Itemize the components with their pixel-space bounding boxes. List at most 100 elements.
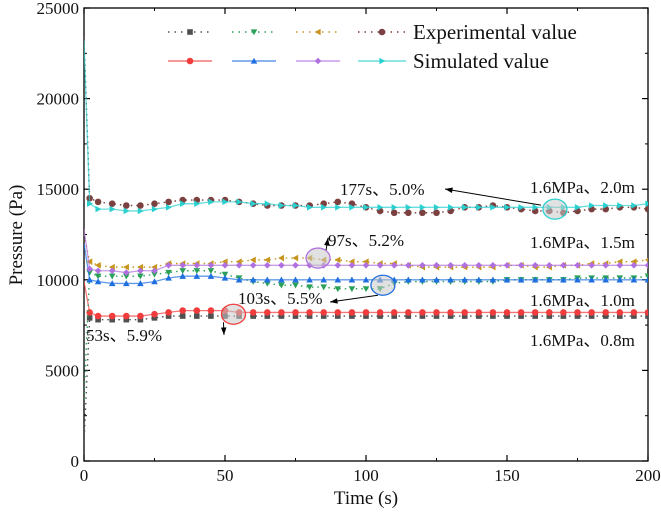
data-point (602, 313, 609, 319)
data-point (349, 313, 355, 319)
data-point (363, 204, 370, 211)
data-point (476, 313, 482, 319)
data-point (574, 276, 581, 283)
data-point (517, 276, 525, 283)
data-point (208, 198, 215, 206)
data-point (462, 204, 468, 211)
data-point (603, 202, 609, 209)
data-point (108, 312, 116, 320)
axes: 0 50 100 150 200 0 5000 10000 15000 20000 25000 (37, 0, 661, 485)
legend-marker (378, 28, 386, 36)
data-point (94, 273, 102, 280)
data-point (447, 262, 454, 269)
legend-label: Experimental value (413, 20, 577, 44)
data-point (151, 267, 158, 275)
data-point (334, 309, 342, 316)
data-point (644, 262, 648, 269)
arrow-head-icon (445, 187, 453, 193)
data-point (531, 309, 539, 316)
data-point (490, 313, 496, 319)
data-point (475, 276, 483, 283)
data-point (278, 309, 285, 316)
data-point (335, 313, 341, 319)
data-point (250, 313, 256, 319)
data-point (207, 307, 215, 314)
data-point (278, 262, 285, 269)
data-point (292, 254, 299, 262)
data-point (433, 204, 440, 211)
data-point (306, 204, 313, 211)
data-point (348, 276, 356, 283)
data-point (165, 198, 172, 206)
data-point (461, 276, 468, 283)
data-point (476, 204, 483, 211)
data-point (94, 198, 102, 206)
legend-marker (250, 57, 258, 64)
data-point (489, 309, 497, 316)
data-point (292, 262, 299, 269)
data-point (194, 313, 200, 319)
legend-marker (186, 57, 194, 65)
data-point (489, 276, 497, 283)
data-point (391, 313, 397, 319)
data-point (405, 204, 412, 211)
data-point (208, 313, 214, 319)
data-point (546, 262, 553, 269)
annotation-label: 103s、5.5% (238, 289, 323, 308)
data-point (123, 269, 130, 276)
data-point (588, 202, 595, 209)
data-point (531, 276, 539, 283)
data-point (644, 258, 648, 262)
data-point (518, 313, 524, 319)
x-tick-label: 200 (635, 466, 661, 485)
data-point (504, 313, 510, 319)
data-point (292, 282, 299, 289)
data-point (377, 204, 384, 211)
data-point (221, 262, 229, 269)
data-point (433, 313, 440, 319)
data-point (390, 309, 398, 316)
data-point (123, 207, 130, 215)
data-point (419, 313, 426, 319)
data-point (264, 309, 271, 316)
data-point (531, 262, 539, 269)
data-point (264, 313, 271, 319)
data-point (405, 262, 412, 269)
data-point (221, 274, 229, 281)
data-point (546, 313, 553, 319)
data-point (419, 209, 426, 217)
data-point (123, 263, 129, 271)
data-point (376, 262, 384, 269)
data-point (193, 307, 201, 314)
data-point (334, 198, 342, 206)
x-tick-label: 100 (353, 466, 379, 485)
data-point (165, 309, 172, 316)
condition-label: 1.6MPa、0.8m (530, 331, 635, 350)
data-point (574, 262, 581, 269)
data-point (433, 276, 440, 283)
y-tick-label: 10000 (37, 271, 80, 290)
data-point (461, 313, 468, 319)
data-point (616, 309, 624, 316)
data-point (194, 200, 201, 207)
data-point (644, 276, 648, 283)
data-point (222, 198, 229, 206)
highlight-ellipse (542, 198, 568, 220)
x-axis-title: Time (s) (334, 488, 398, 509)
data-point (631, 202, 638, 209)
data-point (560, 313, 567, 319)
data-point (447, 313, 454, 319)
data-point (250, 200, 257, 207)
annotation-label: 53s、5.9% (86, 326, 162, 345)
data-point (292, 313, 299, 319)
data-point (321, 204, 327, 211)
legend-marker (314, 57, 322, 65)
data-point (320, 276, 327, 283)
data-point (574, 313, 581, 319)
data-point (165, 274, 172, 281)
data-point (320, 284, 327, 291)
data-point (320, 313, 327, 319)
data-point (278, 276, 285, 283)
data-point (588, 262, 595, 269)
data-point (517, 309, 525, 316)
